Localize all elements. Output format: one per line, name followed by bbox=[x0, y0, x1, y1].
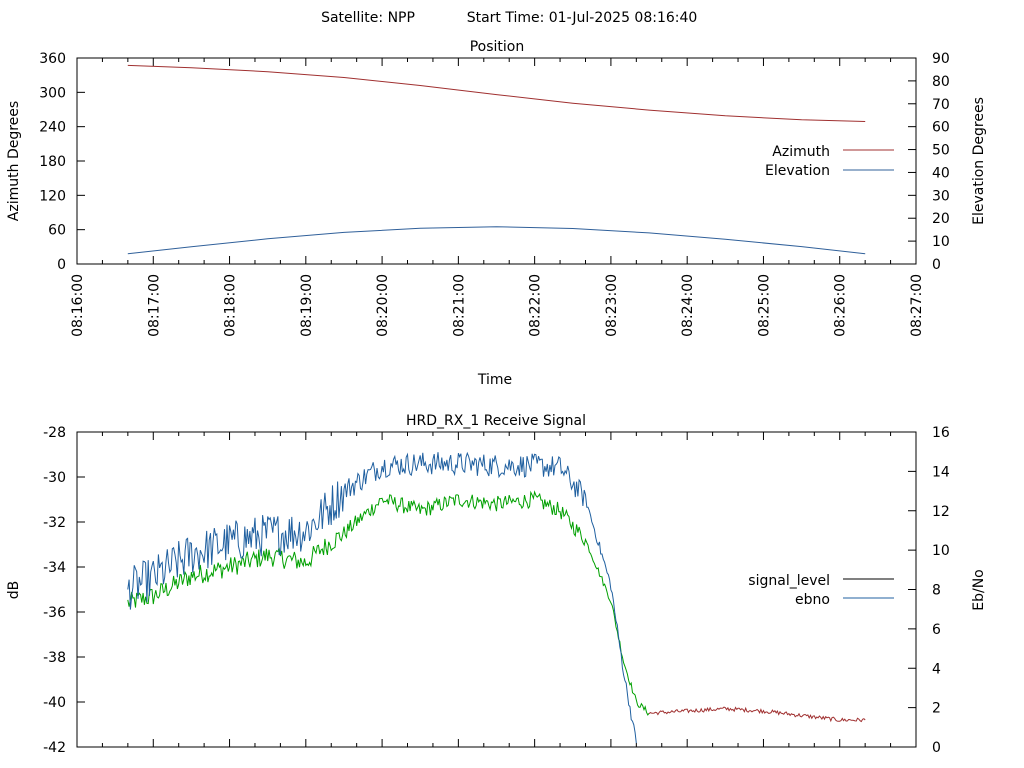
signal-y2-tick-label: 10 bbox=[932, 543, 950, 559]
signal-y-tick-label: -40 bbox=[43, 695, 66, 711]
position-y2-tick-label: 80 bbox=[932, 74, 950, 90]
position-x-axis-label: Time bbox=[477, 372, 512, 388]
signal-y2-tick-label: 2 bbox=[932, 701, 941, 717]
position-x-tick-label: 08:18:00 bbox=[223, 274, 239, 337]
position-y2-tick-label: 30 bbox=[932, 188, 950, 204]
position-x-tick-label: 08:23:00 bbox=[604, 274, 620, 337]
signal-series bbox=[127, 451, 866, 744]
start-time-label: Start Time: 01-Jul-2025 08:16:40 bbox=[467, 10, 698, 26]
position-x-tick-label: 08:22:00 bbox=[528, 274, 544, 337]
position-x-tick-label: 08:21:00 bbox=[451, 274, 467, 337]
signal-y2-tick-label: 4 bbox=[932, 661, 941, 677]
position-y-tick-label: 60 bbox=[48, 223, 66, 239]
position-y2-tick-label: 40 bbox=[932, 165, 950, 181]
ebno-line bbox=[127, 451, 637, 744]
signal-y2-tick-label: 14 bbox=[932, 464, 950, 480]
position-axis-ticks: 0 60 120 180 240 300 360 0 10 20 30 40 50 60 70 80 90 08:… bbox=[39, 51, 950, 337]
position-y-tick-label: 240 bbox=[39, 120, 66, 136]
position-y-tick-label: 360 bbox=[39, 51, 66, 67]
position-x-tick-label: 08:26:00 bbox=[833, 274, 849, 337]
signal-y-tick-label: -42 bbox=[43, 740, 66, 756]
position-y-tick-label: 120 bbox=[39, 188, 66, 204]
position-x-tick-label: 08:16:00 bbox=[70, 274, 86, 337]
signal-y2-tick-label: 0 bbox=[932, 740, 941, 756]
position-y-tick-label: 0 bbox=[57, 257, 66, 273]
signal-y-tick-label: -30 bbox=[43, 470, 66, 486]
position-x-tick-label: 08:20:00 bbox=[375, 274, 391, 337]
signal-y2-axis-label: Eb/No bbox=[971, 569, 987, 611]
position-series-line-azimuth bbox=[127, 64, 866, 122]
position-x-tick-label: 08:25:00 bbox=[756, 274, 772, 337]
satellite-label: Satellite: NPP bbox=[321, 10, 415, 26]
position-y2-tick-label: 50 bbox=[932, 143, 950, 159]
legend-azimuth-label: Azimuth bbox=[772, 144, 830, 160]
position-x-tick-label: 08:24:00 bbox=[680, 274, 696, 337]
legend-elevation-label: Elevation bbox=[765, 163, 830, 179]
signal-y2-tick-label: 6 bbox=[932, 622, 941, 638]
signal-legend: signal_level ebno bbox=[748, 573, 894, 608]
signal-y-tick-label: -32 bbox=[43, 515, 66, 531]
position-chart-title: Position bbox=[470, 39, 525, 55]
position-y-tick-label: 300 bbox=[39, 85, 66, 101]
signal-y2-tick-label: 12 bbox=[932, 504, 950, 520]
legend-signal-level-label: signal_level bbox=[748, 573, 830, 589]
signal-axis-ticks: -42 -40 -38 -36 -34 -32 -30 -28 0 2 4 6 8 10 12 14 16 bbox=[43, 425, 950, 756]
signal-level-tail-line bbox=[648, 706, 866, 723]
position-y2-tick-label: 20 bbox=[932, 211, 950, 227]
position-y2-axis-label: Elevation Degrees bbox=[971, 97, 987, 225]
position-plot-area bbox=[76, 57, 917, 265]
signal-plot-area bbox=[76, 431, 917, 748]
position-y2-tick-label: 0 bbox=[932, 257, 941, 273]
position-y2-tick-label: 60 bbox=[932, 120, 950, 136]
position-panel: Position Azimuth Degrees Elevation Degre… bbox=[6, 39, 987, 388]
position-x-tick-label: 08:17:00 bbox=[146, 274, 162, 337]
position-series bbox=[127, 64, 866, 255]
signal-y2-tick-label: 8 bbox=[932, 583, 941, 599]
position-y2-tick-label: 90 bbox=[932, 51, 950, 67]
position-x-tick-label: 08:19:00 bbox=[299, 274, 315, 337]
signal-level-locked-line bbox=[127, 490, 650, 716]
position-y-axis-label: Azimuth Degrees bbox=[6, 101, 22, 221]
signal-y-tick-label: -28 bbox=[43, 425, 66, 441]
signal-y-tick-label: -38 bbox=[43, 650, 66, 666]
position-series-line-elevation bbox=[127, 226, 866, 255]
position-x-tick-label: 08:27:00 bbox=[909, 274, 925, 337]
signal-y-tick-label: -34 bbox=[43, 560, 66, 576]
signal-y-tick-label: -36 bbox=[43, 605, 66, 621]
signal-panel: HRD_RX_1 Receive Signal dB Eb/No -42-40-… bbox=[6, 413, 987, 756]
position-legend: Azimuth Elevation bbox=[765, 144, 894, 179]
legend-ebno-label: ebno bbox=[795, 592, 830, 608]
position-y2-tick-label: 10 bbox=[932, 234, 950, 250]
signal-chart-title: HRD_RX_1 Receive Signal bbox=[406, 413, 586, 429]
signal-y-axis-label: dB bbox=[6, 581, 22, 600]
signal-y2-tick-label: 16 bbox=[932, 425, 950, 441]
position-y-tick-label: 180 bbox=[39, 154, 66, 170]
position-y2-tick-label: 70 bbox=[932, 97, 950, 113]
